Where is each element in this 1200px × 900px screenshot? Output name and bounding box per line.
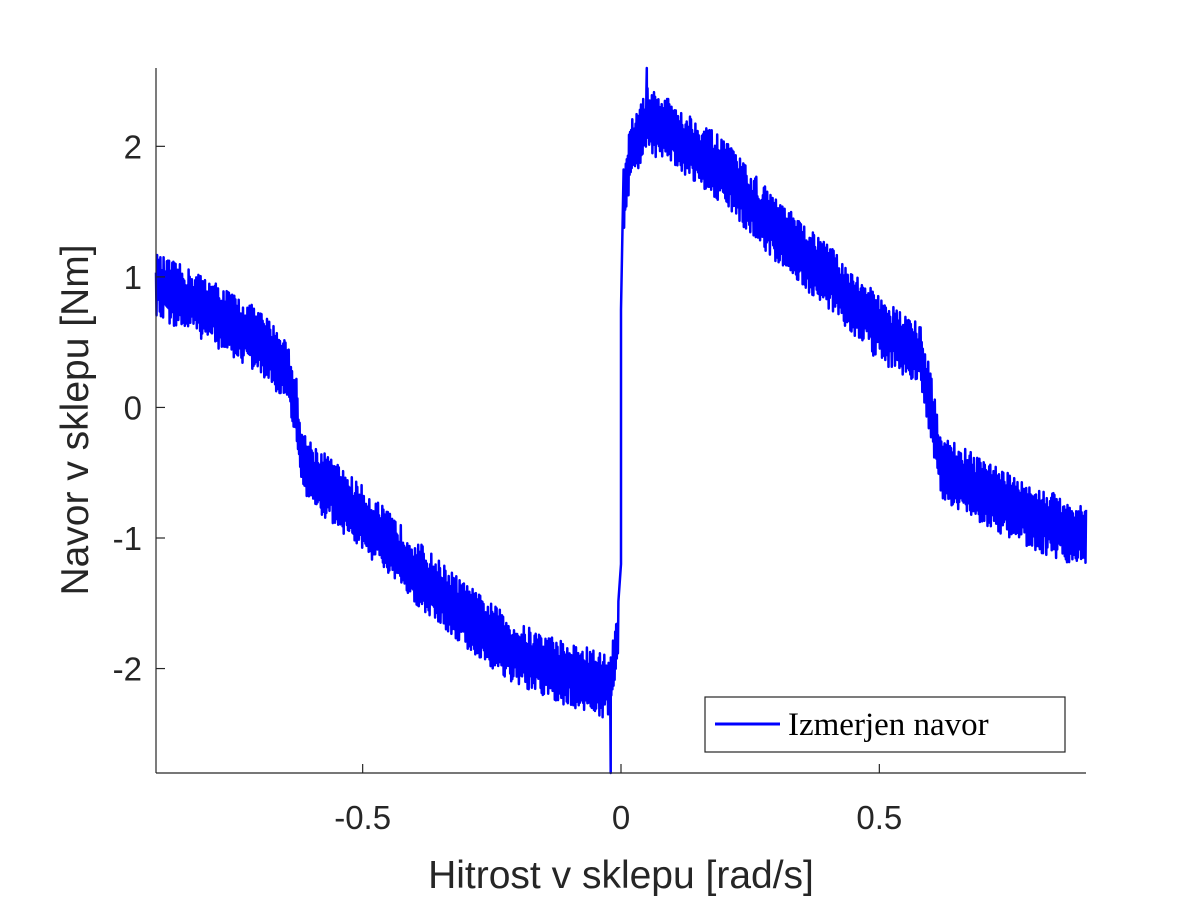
y-tick-label: -2 xyxy=(113,651,142,688)
ticks: -0.5 0 0.5 -2 -1 0 1 2 xyxy=(113,128,903,836)
x-tick-label: 0 xyxy=(612,799,630,836)
x-axis-label: Hitrost v sklepu [rad/s] xyxy=(428,854,814,897)
legend-label: Izmerjen navor xyxy=(788,707,989,743)
y-tick-label: 0 xyxy=(124,389,142,426)
x-tick-label: 0.5 xyxy=(856,799,902,836)
y-tick-label: 2 xyxy=(124,128,142,165)
y-axis-label: Navor v sklepu [Nm] xyxy=(54,244,97,595)
series-line-izmerjen-navor xyxy=(154,66,1088,775)
legend: Izmerjen navor xyxy=(704,696,1066,753)
y-tick-label: -1 xyxy=(113,520,142,557)
y-tick-label: 1 xyxy=(124,259,142,296)
x-tick-label: -0.5 xyxy=(334,799,391,836)
